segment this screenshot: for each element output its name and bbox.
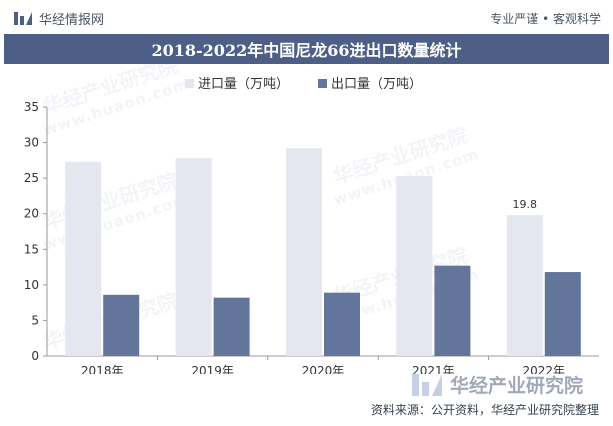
bar-import	[286, 148, 322, 356]
bar-import	[175, 158, 212, 356]
bar-export	[544, 272, 581, 356]
watermark-corner-text: 华经产业研究院	[450, 374, 584, 397]
top-bar: 华经情报网 专业严谨 • 客观科学	[0, 0, 613, 34]
y-tick-label: 25	[24, 171, 39, 185]
y-tick-label: 0	[31, 349, 39, 363]
tagline: 专业严谨 • 客观科学	[490, 12, 601, 26]
brand-logo-icon	[14, 12, 32, 25]
data-label: 19.8	[513, 198, 538, 211]
watermark-logo-icon	[412, 374, 442, 396]
y-tick-label: 5	[31, 313, 39, 327]
bar-import	[506, 215, 543, 356]
x-tick-label: 2020年	[302, 364, 345, 374]
x-tick-label: 2018年	[81, 364, 124, 374]
legend-swatch	[318, 79, 327, 88]
y-tick-label: 20	[24, 207, 39, 221]
bar-chart: 进口量（万吨） 出口量（万吨） 0 5 10 15 20 25 30 35 2018年 2019年 20…	[24, 77, 599, 374]
bar-export	[324, 292, 360, 356]
legend-swatch	[185, 79, 194, 88]
brand-name: 华经情报网	[39, 13, 105, 28]
x-tick-label: 2019年	[191, 364, 234, 374]
y-tick-label: 35	[24, 100, 39, 114]
bar-export	[103, 294, 140, 356]
y-tick-label: 15	[24, 242, 39, 256]
chart-title: 2018-2022年中国尼龙66进出口数量统计	[151, 41, 462, 60]
bar-import	[396, 176, 433, 356]
bar-export	[213, 297, 250, 356]
legend-label: 进口量（万吨）	[198, 77, 289, 92]
x-tick-label: 2021年	[412, 364, 455, 374]
bar-export	[434, 265, 471, 356]
source-note: 资料来源：公开资料，华经产业研究院整理	[370, 403, 599, 417]
x-tick-label: 2022年	[523, 364, 566, 374]
bar-import	[65, 161, 102, 356]
y-tick-label: 30	[24, 136, 39, 150]
brand: 华经情报网	[14, 9, 104, 28]
watermark-corner: 华经产业研究院	[410, 370, 583, 398]
y-tick-label: 10	[24, 278, 39, 292]
legend-label: 出口量（万吨）	[331, 77, 422, 92]
chart-title-bar: 2018-2022年中国尼龙66进出口数量统计	[4, 34, 609, 64]
